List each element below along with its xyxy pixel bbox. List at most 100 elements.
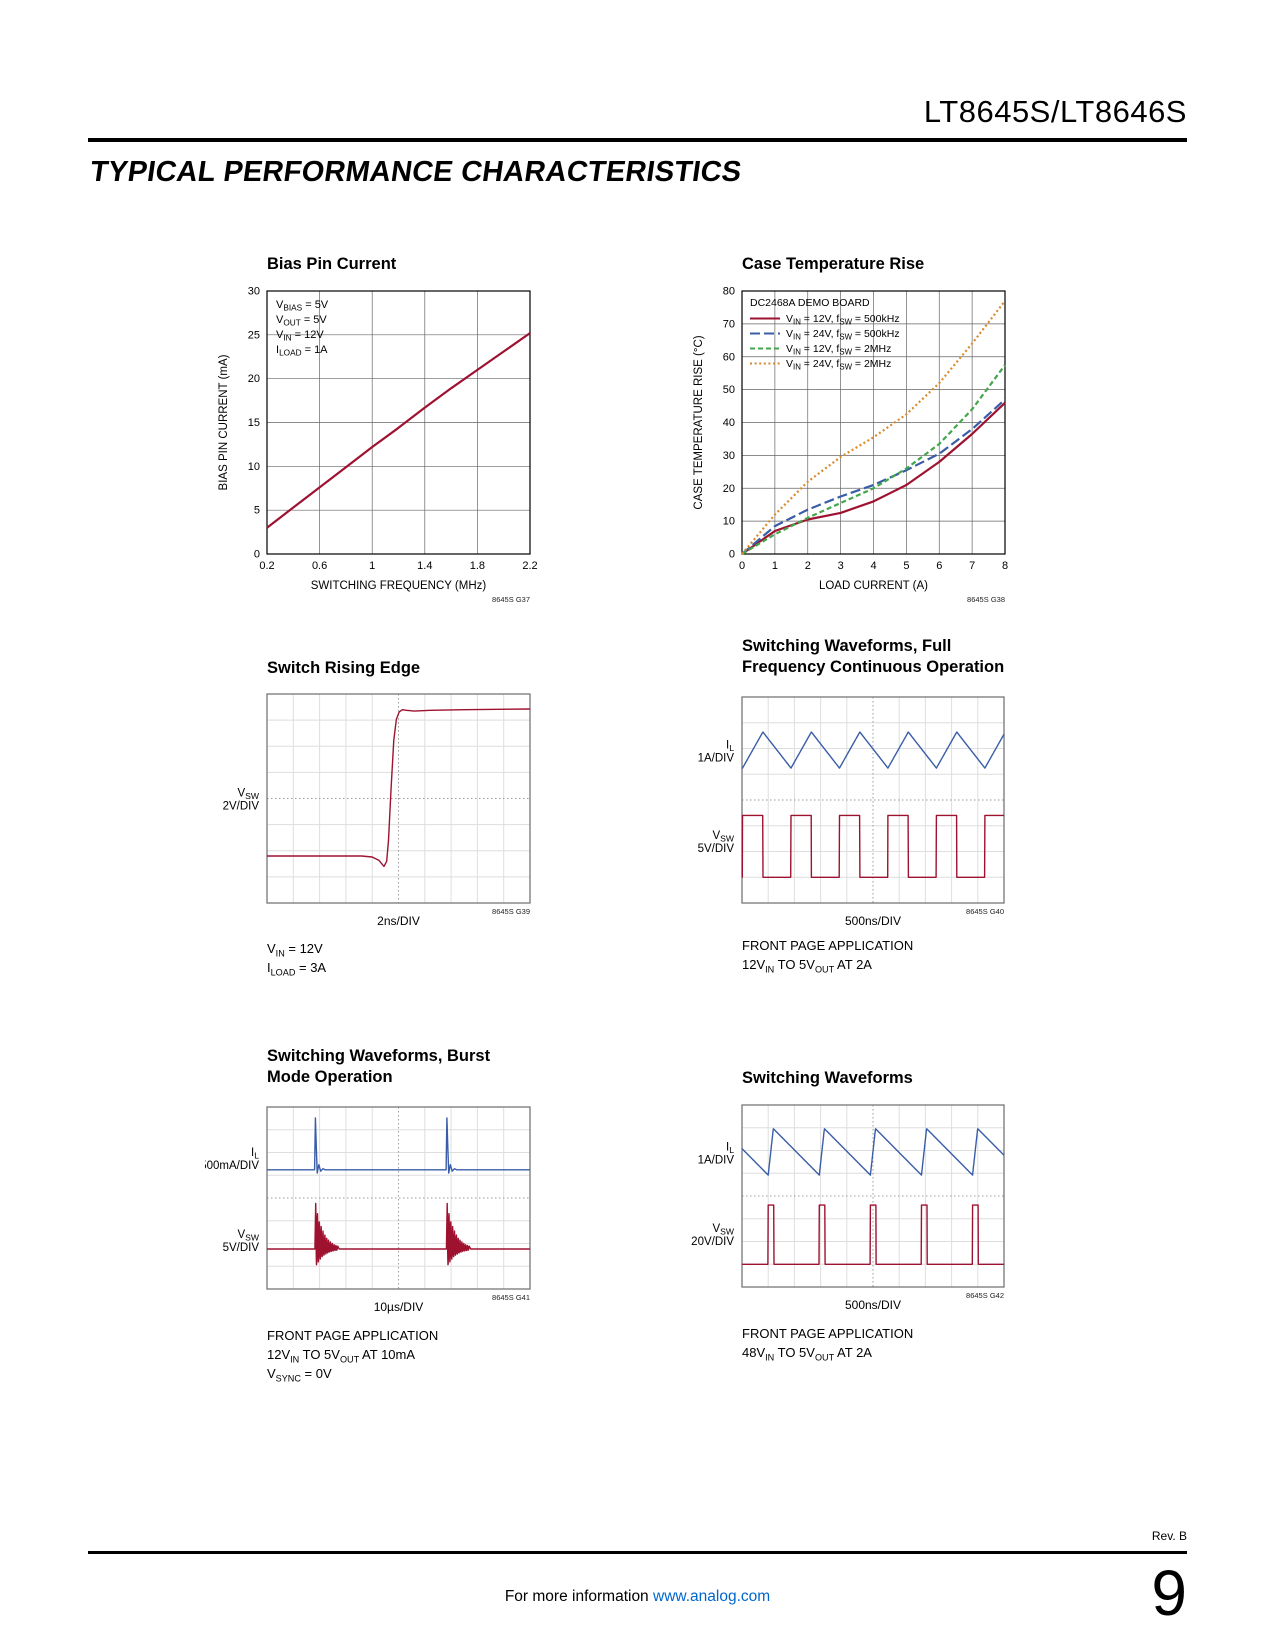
scope-frame [266,693,531,904]
revision-label: Rev. B [1151,1529,1187,1543]
plot-id: 8645S G40 [966,907,1004,916]
chart-bias-pin-current: Bias Pin Current 0.2 0.6 1 1.4 1.8 2.2 0 5 10 15 20… [205,254,545,614]
trace-label: 5V/DIV [698,843,735,855]
plot-frame [741,290,1006,555]
trace-label: 1A/DIV [698,753,735,765]
trace-label: 20V/DIV [691,1236,734,1248]
page-number: 9 [1151,1557,1187,1629]
trace-label: VSW [237,788,259,802]
time-base-label: 500ns/DIV [845,914,901,928]
scope-grid [742,1105,1004,1287]
chart-notes: FRONT PAGE APPLICATION 12VIN TO 5VOUT AT … [267,1328,439,1384]
chart-notes: FRONT PAGE APPLICATION 12VIN TO 5VOUT AT … [742,938,914,975]
trace-0 [741,731,1005,769]
svg-text:5: 5 [903,560,909,572]
chart-switch-rising-edge: Switch Rising Edge VSW 2V/DIV 8645S G39 2ns/… [205,658,545,977]
svg-text:1.8: 1.8 [470,560,485,572]
footer-info: For more information www.analog.com [0,1588,1275,1606]
time-base-label: 2ns/DIV [377,914,420,928]
svg-text:0: 0 [254,549,260,561]
chart-title: Switch Rising Edge [267,659,421,677]
chart-title: Bias Pin Current [267,255,397,273]
svg-text:8: 8 [1002,560,1008,572]
header-rule [88,138,1187,142]
trace-label: VSW [712,830,734,844]
chart-case-temperature-rise: Case Temperature Rise 0 1 2 3 4 5 6 7 8 0 10 20 30 40 5… [680,254,1020,614]
svg-text:25: 25 [248,329,260,341]
legend-label: VIN = 24V, fSW = 500kHz [786,328,900,342]
trace-1 [741,814,1005,879]
scope-frame [741,1104,1005,1288]
doc-part-number: LT8645S/LT8646S [923,94,1187,129]
chart-switching-waveforms-burst-mode: Switching Waveforms, Burst Mode Operation… [200,1046,545,1384]
time-base-label: 10µs/DIV [374,1300,424,1314]
x-axis-label: LOAD CURRENT (A) [819,580,928,592]
svg-text:1: 1 [772,560,778,572]
svg-text:50: 50 [723,384,735,396]
svg-text:80: 80 [723,286,735,298]
plot-id: 8645S G39 [492,907,530,916]
svg-text:30: 30 [248,286,260,298]
y-axis-label: BIAS PIN CURRENT (mA) [218,354,230,490]
chart-switching-waveforms-full-frequency: Switching Waveforms, Full Frequency Conti… [680,636,1020,974]
svg-text:1: 1 [369,560,375,572]
legend-title: DC2468A DEMO BOARD [750,297,870,309]
grid [742,291,1005,554]
chart-title: Switching Waveforms, Burst Mode Operation [267,1047,491,1086]
scope-frame [266,1106,531,1290]
svg-text:70: 70 [723,318,735,330]
svg-text:10: 10 [723,516,735,528]
x-axis-label: SWITCHING FREQUENCY (MHz) [311,580,487,592]
svg-text:7: 7 [969,560,975,572]
chart-notes: VIN = 12V ILOAD = 3A [267,941,327,978]
svg-text:6: 6 [936,560,942,572]
scope-frame [741,696,1005,904]
svg-text:20: 20 [248,373,260,385]
plot-id: 8645S G42 [966,1291,1004,1300]
svg-text:2: 2 [805,560,811,572]
plot-frame [266,290,531,555]
svg-text:10: 10 [248,461,260,473]
plot-id: 8645S G37 [492,595,530,604]
trace-label: IL [251,1147,259,1161]
series-0 [741,402,1006,555]
trace-label: 1A/DIV [698,1154,735,1166]
plot-id: 8645S G38 [967,595,1005,604]
plot-annotation: ILOAD = 1A [276,344,328,358]
svg-text:2.2: 2.2 [522,560,537,572]
trace-label: IL [726,740,734,754]
trace-label: 5V/DIV [223,1242,260,1254]
trace-0 [741,1128,1005,1176]
trace-label: VSW [712,1223,734,1237]
series-2 [741,364,1006,555]
svg-text:0: 0 [739,560,745,572]
time-base-label: 500ns/DIV [845,1298,901,1312]
analog-link[interactable]: www.analog.com [653,1588,771,1605]
plot-annotation: VOUT = 5V [276,314,327,328]
svg-text:30: 30 [723,450,735,462]
section-title: TYPICAL PERFORMANCE CHARACTERISTICS [88,156,744,188]
legend-label: VIN = 24V, fSW = 2MHz [786,358,891,372]
plot-g37: 0.2 0.6 1 1.4 1.8 2.2 0 5 10 15 20 25 30 SWITCHING FR… [218,286,538,605]
footer-rule [88,1551,1187,1554]
chart-title: Switching Waveforms, Full Frequency Conti… [742,637,1005,676]
scope-grid [267,1107,530,1289]
chart-notes: FRONT PAGE APPLICATION 48VIN TO 5VOUT AT … [742,1326,914,1363]
svg-text:3: 3 [838,560,844,572]
svg-text:0: 0 [729,549,735,561]
legend-label: VIN = 12V, fSW = 500kHz [786,313,900,327]
grid [267,291,530,554]
y-axis-label: CASE TEMPERATURE RISE (°C) [693,335,705,509]
svg-text:1.4: 1.4 [417,560,432,572]
trace-label: IL [726,1141,734,1155]
svg-text:5: 5 [254,505,260,517]
chart-title: Switching Waveforms [742,1069,913,1087]
trace-label: 500mA/DIV [205,1160,259,1172]
trace-1 [267,1202,530,1266]
trace-label: VSW [237,1229,259,1243]
